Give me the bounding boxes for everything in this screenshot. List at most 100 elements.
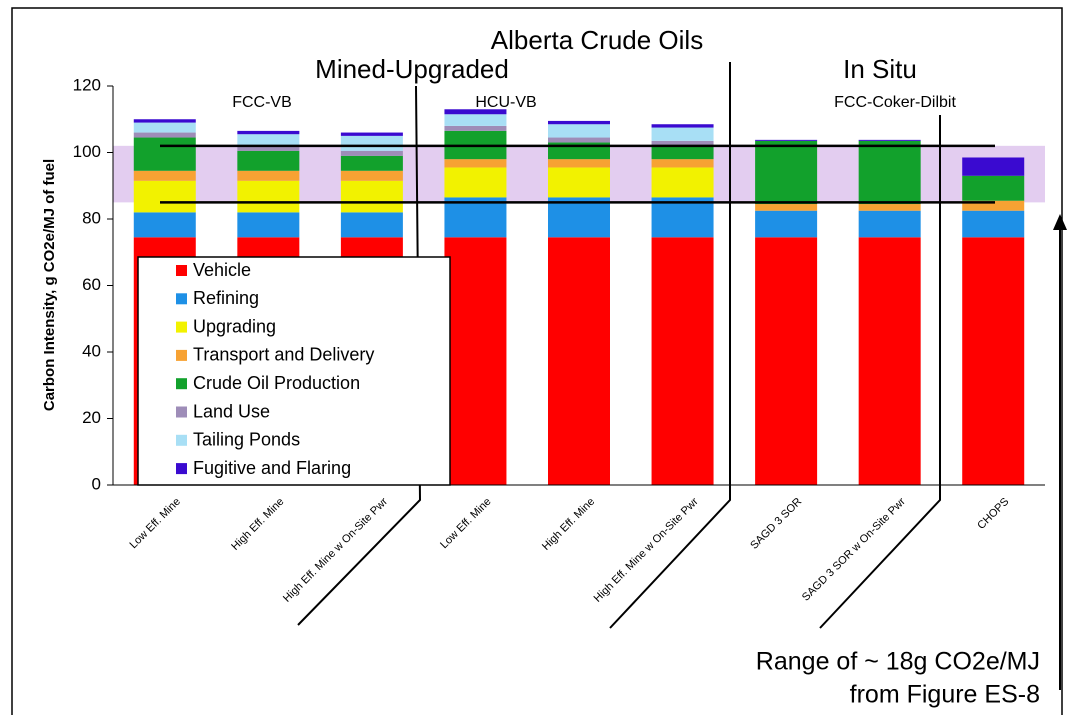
legend-label: Fugitive and Flaring [193, 458, 351, 478]
bar-segment [444, 167, 507, 198]
y-tick-label: 100 [73, 142, 101, 161]
bar-segment [651, 237, 714, 485]
bar-segment [962, 210, 1025, 238]
bar-segment [962, 157, 1025, 176]
bar-segment [548, 167, 610, 198]
separator [609, 62, 731, 629]
bar-segment [651, 140, 714, 146]
bar-segment [133, 137, 196, 171]
x-tick-label: Low Eff. Mine [127, 496, 182, 551]
bar-segment [651, 124, 714, 128]
bar-segment [444, 114, 507, 126]
bar-segment [133, 180, 196, 213]
group-title: Mined-Upgraded [315, 54, 509, 84]
y-tick-label: 120 [73, 75, 101, 94]
bar-segment [962, 237, 1025, 485]
bar-segment [133, 170, 196, 181]
legend-label: Land Use [193, 401, 270, 421]
group-subtitle: HCU-VB [475, 94, 536, 111]
bar-segment [237, 180, 300, 213]
x-tick-label: High Eff. Mine [540, 496, 597, 553]
bar-segment [651, 167, 714, 198]
bar-segment [962, 200, 1025, 211]
arrow-head [1053, 214, 1067, 230]
group-subtitle: FCC-Coker-Dilbit [834, 94, 956, 111]
bar-segment [340, 170, 403, 181]
legend-swatch [176, 321, 187, 333]
bar-segment [237, 212, 300, 238]
group-subtitle: FCC-VB [232, 94, 292, 111]
x-tick-label: Low Eff. Mine [438, 496, 493, 551]
bar-segment [237, 130, 300, 135]
bar-segment [651, 127, 714, 141]
bar-segment [133, 122, 196, 133]
bar-segment [755, 140, 818, 205]
y-tick-label: 60 [82, 275, 101, 294]
bar-segment [651, 159, 714, 168]
bar-segment [237, 170, 300, 181]
frame [11, 7, 1063, 715]
bar-segment [755, 139, 818, 141]
legend-swatch [176, 463, 187, 475]
legend-label: Crude Oil Production [193, 373, 360, 393]
annotation: from Figure ES-8 [850, 681, 1040, 709]
bar-segment [237, 150, 300, 171]
bar-segment [444, 109, 507, 115]
x-tick-label: High Eff. Mine [229, 496, 286, 553]
y-tick-label: 40 [82, 341, 101, 360]
legend: Vehicle Refining Upgrading Transport and De… [137, 256, 451, 486]
bar-segment [755, 237, 818, 485]
bar-segment [548, 197, 610, 238]
bar-segment [548, 159, 610, 168]
legend-label: Vehicle [193, 260, 251, 280]
legend-label: Transport and Delivery [193, 345, 374, 365]
bar-segment [858, 237, 921, 485]
legend-swatch [176, 378, 187, 390]
bar-segment [444, 237, 507, 485]
bar-segment [755, 210, 818, 238]
legend-swatch [176, 434, 187, 446]
bar-segment [133, 132, 196, 138]
bar-segment [858, 140, 921, 205]
legend-box [137, 256, 451, 486]
bar-segment [340, 150, 403, 156]
bar-segment [755, 204, 818, 211]
bar-segment [548, 137, 610, 143]
bar-segment [444, 125, 507, 131]
bar-segment [340, 135, 403, 151]
separator [297, 85, 422, 626]
y-tick-label: 80 [82, 208, 101, 227]
legend-swatch [176, 293, 187, 305]
legend-label: Tailing Ponds [193, 430, 300, 450]
legend-swatch [176, 265, 187, 276]
group-title: Alberta Crude Oils [491, 25, 703, 55]
bar-segment [444, 159, 507, 168]
bar-segment [548, 237, 610, 485]
bar-segment [651, 145, 714, 160]
separator [819, 115, 941, 629]
x-tick-label: CHOPS [975, 496, 1011, 532]
bar-segment [340, 132, 403, 136]
bar-segment [340, 212, 403, 238]
bar-segment [651, 197, 714, 238]
bar-segment [133, 212, 196, 238]
bar-segment [858, 139, 921, 141]
bar-segment [444, 197, 507, 238]
bar-segment [858, 204, 921, 211]
legend-label: Refining [193, 288, 259, 308]
x-tick-label: SAGD 3 SOR w On-Site Pwr [800, 495, 908, 603]
x-tick-label: SAGD 3 SOR [748, 496, 804, 552]
bar-segment [237, 134, 300, 146]
annotation: Range of ~ 18g CO2e/MJ [756, 648, 1040, 676]
bar-segment [340, 180, 403, 213]
y-axis-label: Carbon Intensity, g CO2e/MJ of fuel [41, 159, 58, 411]
bar-segment [133, 119, 196, 123]
bar-segment [858, 210, 921, 238]
bar-segment [340, 155, 403, 171]
y-tick-label: 0 [92, 474, 101, 493]
bar-segment [962, 175, 1025, 201]
legend-swatch [176, 349, 187, 361]
x-tick-label: High Eff. Mine w On-Site Pwr [281, 495, 390, 604]
legend-swatch [176, 406, 187, 418]
